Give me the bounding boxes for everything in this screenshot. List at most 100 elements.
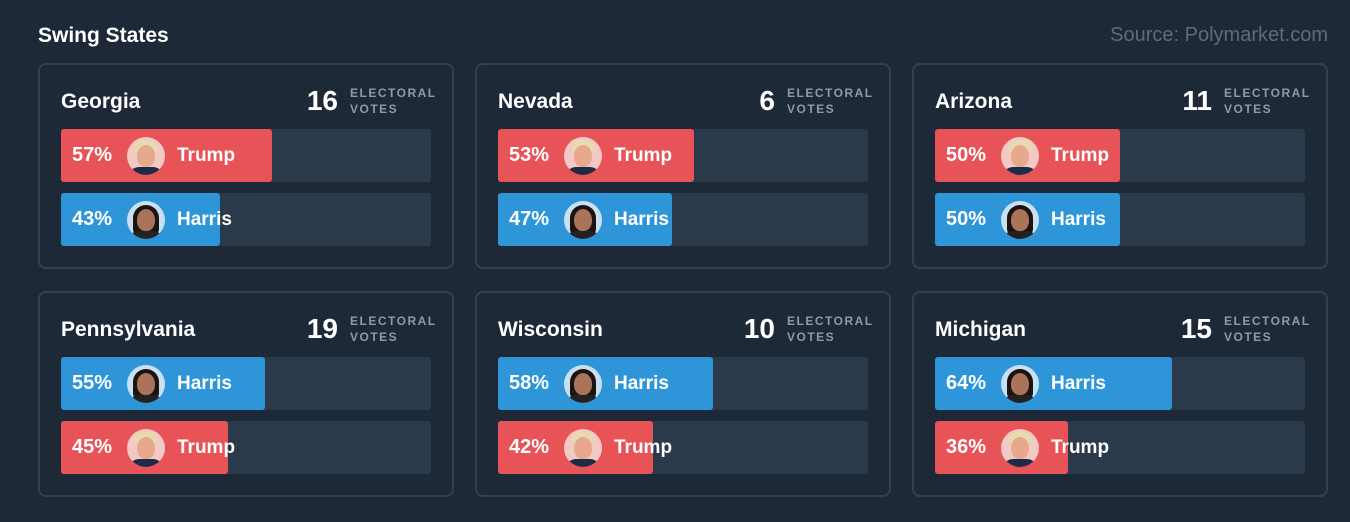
state-card-pennsylvania[interactable]: Pennsylvania 19 ELECTORAL VOTES 55% Harr… <box>38 291 454 497</box>
electoral-votes: 6 ELECTORAL VOTES <box>759 85 872 117</box>
state-name: Nevada <box>498 90 573 113</box>
candidate-bar-content: 50% Trump <box>935 129 1305 182</box>
avatar-face <box>1011 208 1029 231</box>
candidate-percentage: 50% <box>946 208 987 230</box>
electoral-votes-label: ELECTORAL VOTES <box>787 313 872 345</box>
state-name: Pennsylvania <box>61 318 196 341</box>
electoral-votes-label-line2: VOTES <box>787 102 836 116</box>
candidate-bar[interactable]: 47% Harris <box>498 193 868 246</box>
candidate-percentage: 64% <box>946 372 987 394</box>
electoral-votes-label-line1: ELECTORAL <box>1224 86 1311 100</box>
harris-portrait-icon <box>564 200 602 239</box>
candidate-bar-content: 57% Trump <box>61 129 431 182</box>
candidate-bar[interactable]: 50% Trump <box>935 129 1305 182</box>
candidate-percentage: 43% <box>72 208 113 230</box>
avatar-face <box>574 436 592 459</box>
candidate-bar-fill <box>498 357 713 410</box>
trump-portrait-icon <box>1001 428 1039 467</box>
electoral-votes-label-line1: ELECTORAL <box>787 314 874 328</box>
harris-portrait-icon <box>1001 364 1039 403</box>
avatar-shoulders <box>1003 394 1037 403</box>
candidate-percentage: 47% <box>509 208 550 230</box>
avatar-shoulders <box>129 166 163 175</box>
avatar-face <box>574 372 592 395</box>
avatar-shoulders <box>129 394 163 403</box>
avatar-shoulders <box>566 394 600 403</box>
candidate-name: Harris <box>614 372 669 394</box>
trump-portrait-icon <box>127 428 165 467</box>
trump-portrait-icon <box>564 136 602 175</box>
candidate-bar-content: 45% Trump <box>61 421 431 474</box>
candidate-percentage: 57% <box>72 144 113 166</box>
electoral-votes-label-line1: ELECTORAL <box>787 86 874 100</box>
avatar-face <box>574 208 592 231</box>
candidate-percentage: 36% <box>946 436 987 458</box>
candidate-name: Trump <box>177 436 236 458</box>
candidate-bar[interactable]: 64% Harris <box>935 357 1305 410</box>
electoral-votes-count: 10 <box>743 313 775 344</box>
state-name: Arizona <box>935 90 1013 113</box>
electoral-votes: 11 ELECTORAL VOTES <box>1182 85 1309 117</box>
avatar-shoulders <box>1003 166 1037 175</box>
candidate-bar-content: 64% Harris <box>935 357 1305 410</box>
electoral-votes: 16 ELECTORAL VOTES <box>306 85 435 117</box>
state-name: Wisconsin <box>498 318 603 341</box>
avatar-face <box>1011 436 1029 459</box>
state-name: Michigan <box>935 318 1027 341</box>
electoral-votes-label-line1: ELECTORAL <box>1224 314 1311 328</box>
electoral-votes-count: 11 <box>1182 85 1212 116</box>
state-card-georgia[interactable]: Georgia 16 ELECTORAL VOTES 57% Trump <box>38 63 454 269</box>
trump-portrait-icon <box>127 136 165 175</box>
harris-portrait-icon <box>1001 200 1039 239</box>
candidate-percentage: 53% <box>509 144 550 166</box>
electoral-votes-label-line2: VOTES <box>350 330 399 344</box>
candidate-bar[interactable]: 57% Trump <box>61 129 431 182</box>
candidate-bar[interactable]: 42% Trump <box>498 421 868 474</box>
electoral-votes: 19 ELECTORAL VOTES <box>307 313 435 345</box>
avatar-face <box>1011 144 1029 167</box>
candidate-name: Harris <box>177 372 232 394</box>
avatar-face <box>137 372 155 395</box>
candidate-bar[interactable]: 45% Trump <box>61 421 431 474</box>
harris-portrait-icon <box>127 200 165 239</box>
candidate-bar[interactable]: 55% Harris <box>61 357 431 410</box>
candidate-bar[interactable]: 36% Trump <box>935 421 1305 474</box>
candidate-percentage: 42% <box>509 436 550 458</box>
candidate-bar-content: 47% Harris <box>498 193 868 246</box>
source-link[interactable]: Source: Polymarket.com <box>1110 24 1328 46</box>
avatar-shoulders <box>1003 458 1037 467</box>
electoral-votes-count: 15 <box>1180 313 1212 344</box>
candidate-name: Harris <box>1051 208 1106 230</box>
candidate-bar[interactable]: 50% Harris <box>935 193 1305 246</box>
electoral-votes: 10 ELECTORAL VOTES <box>743 313 872 345</box>
candidate-name: Harris <box>1051 372 1106 394</box>
avatar-shoulders <box>129 458 163 467</box>
page-title: Swing States <box>38 24 169 47</box>
candidate-bar-content: 53% Trump <box>498 129 868 182</box>
candidate-bar[interactable]: 43% Harris <box>61 193 431 246</box>
candidate-name: Harris <box>614 208 669 230</box>
electoral-votes-count: 16 <box>306 85 338 116</box>
electoral-votes-label: ELECTORAL VOTES <box>350 85 435 117</box>
harris-portrait-icon <box>564 364 602 403</box>
candidate-bar-fill <box>935 357 1172 410</box>
electoral-votes-label-line2: VOTES <box>787 330 836 344</box>
electoral-votes-label: ELECTORAL VOTES <box>350 313 435 345</box>
trump-portrait-icon <box>1001 136 1039 175</box>
harris-portrait-icon <box>127 364 165 403</box>
candidate-name: Trump <box>614 144 673 166</box>
state-card-arizona[interactable]: Arizona 11 ELECTORAL VOTES 50% Trump <box>912 63 1328 269</box>
state-card-nevada[interactable]: Nevada 6 ELECTORAL VOTES 53% Trump <box>475 63 891 269</box>
avatar-shoulders <box>566 166 600 175</box>
electoral-votes-label-line1: ELECTORAL <box>350 314 437 328</box>
candidate-bar[interactable]: 53% Trump <box>498 129 868 182</box>
electoral-votes-count: 6 <box>759 85 775 116</box>
trump-portrait-icon <box>564 428 602 467</box>
candidate-percentage: 58% <box>509 372 550 394</box>
state-card-michigan[interactable]: Michigan 15 ELECTORAL VOTES 64% Harris <box>912 291 1328 497</box>
avatar-face <box>574 144 592 167</box>
state-card-wisconsin[interactable]: Wisconsin 10 ELECTORAL VOTES 58% Harris <box>475 291 891 497</box>
electoral-votes-label-line2: VOTES <box>350 102 399 116</box>
state-name: Georgia <box>61 90 141 113</box>
candidate-bar[interactable]: 58% Harris <box>498 357 868 410</box>
